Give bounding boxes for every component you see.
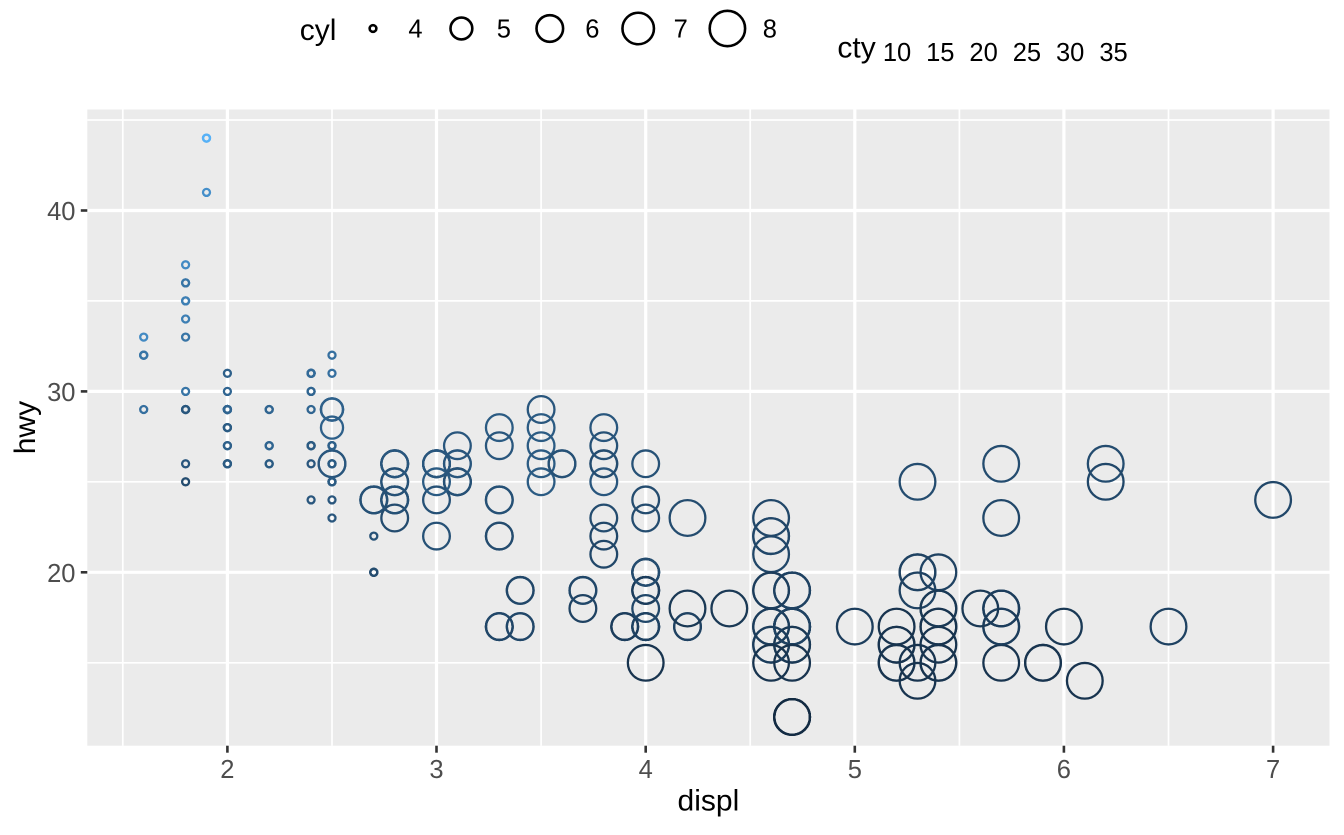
svg-text:displ: displ [678, 785, 740, 818]
svg-text:4: 4 [408, 16, 422, 44]
svg-text:7: 7 [1266, 756, 1280, 784]
svg-text:2: 2 [220, 756, 234, 784]
svg-text:25: 25 [1013, 39, 1041, 67]
svg-text:8: 8 [763, 16, 777, 44]
svg-text:hwy: hwy [9, 401, 42, 454]
svg-text:35: 35 [1099, 39, 1127, 67]
svg-text:10: 10 [883, 39, 911, 67]
svg-text:cyl: cyl [300, 14, 337, 47]
svg-text:7: 7 [674, 16, 688, 44]
svg-text:30: 30 [1056, 39, 1084, 67]
svg-text:20: 20 [969, 39, 997, 67]
svg-text:15: 15 [926, 39, 954, 67]
svg-text:5: 5 [497, 16, 511, 44]
svg-text:5: 5 [848, 756, 862, 784]
svg-text:6: 6 [585, 16, 599, 44]
svg-text:3: 3 [429, 756, 443, 784]
svg-text:4: 4 [639, 756, 653, 784]
svg-text:20: 20 [47, 560, 75, 588]
svg-text:6: 6 [1057, 756, 1071, 784]
svg-text:30: 30 [47, 379, 75, 407]
svg-text:40: 40 [47, 198, 75, 226]
svg-text:cty: cty [837, 32, 875, 65]
